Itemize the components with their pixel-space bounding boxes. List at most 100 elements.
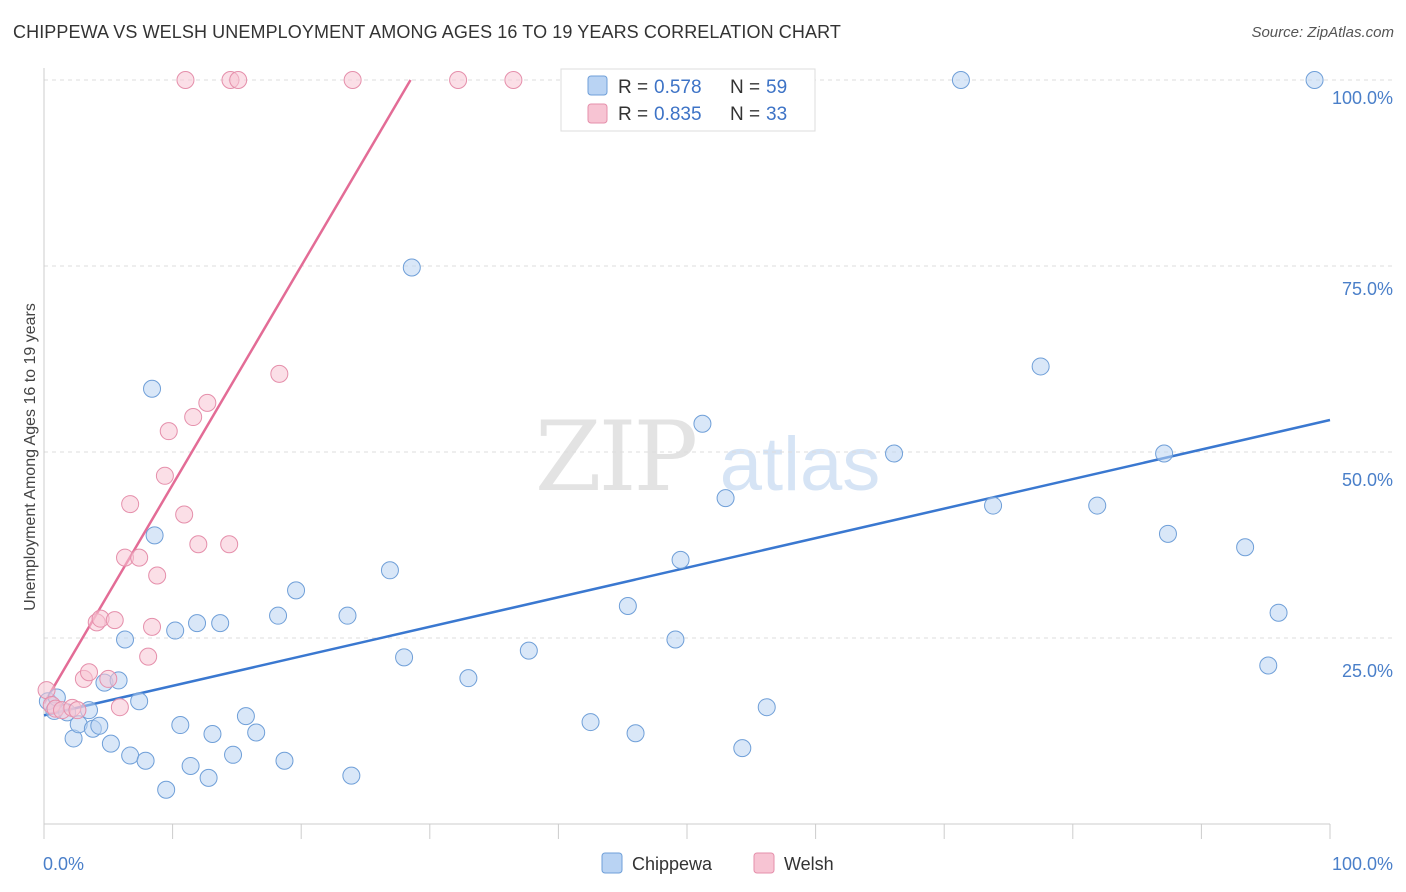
stats-legend: R = 0.578 N = 59 R = 0.835 N = 33 bbox=[560, 68, 816, 132]
point-welsh bbox=[80, 663, 99, 682]
point-chippewa bbox=[181, 756, 200, 775]
legend-n-label-chippewa: N = bbox=[730, 77, 760, 98]
point-welsh bbox=[189, 535, 208, 554]
point-chippewa bbox=[203, 724, 222, 743]
point-chippewa bbox=[171, 716, 190, 735]
point-chippewa bbox=[693, 414, 712, 433]
point-welsh bbox=[99, 669, 118, 688]
point-welsh bbox=[159, 422, 178, 441]
point-chippewa bbox=[166, 621, 185, 640]
point-chippewa bbox=[671, 550, 690, 569]
point-chippewa bbox=[1259, 656, 1278, 675]
point-chippewa bbox=[247, 723, 266, 742]
legend-swatch-chippewa bbox=[587, 75, 608, 96]
point-chippewa bbox=[101, 734, 120, 753]
point-welsh bbox=[68, 701, 87, 720]
point-welsh bbox=[184, 408, 203, 427]
point-welsh bbox=[343, 71, 362, 89]
legend-n-value-chippewa: 59 bbox=[766, 77, 787, 98]
point-chippewa bbox=[269, 606, 288, 625]
point-chippewa bbox=[519, 641, 538, 660]
legend-r-value-chippewa: 0.578 bbox=[654, 77, 702, 98]
point-chippewa bbox=[951, 71, 970, 89]
x-tick-label-max: 100.0% bbox=[1332, 854, 1393, 874]
point-welsh bbox=[175, 505, 194, 524]
point-chippewa bbox=[380, 561, 399, 580]
y-tick-label-100: 100.0% bbox=[1332, 88, 1393, 108]
point-chippewa bbox=[1236, 538, 1255, 557]
legend-n-label-welsh: N = bbox=[730, 104, 760, 125]
point-chippewa bbox=[121, 746, 140, 765]
point-chippewa bbox=[143, 379, 162, 398]
point-chippewa bbox=[1031, 357, 1050, 376]
point-chippewa bbox=[984, 496, 1003, 515]
point-chippewa bbox=[136, 751, 155, 770]
point-welsh bbox=[198, 393, 217, 412]
point-welsh bbox=[139, 647, 158, 666]
point-chippewa bbox=[581, 713, 600, 732]
point-chippewa bbox=[157, 780, 176, 799]
bottom-legend-swatch-welsh bbox=[753, 852, 775, 874]
bottom-legend-label-chippewa: Chippewa bbox=[632, 854, 713, 874]
point-chippewa bbox=[338, 606, 357, 625]
point-welsh bbox=[270, 364, 289, 383]
y-tick-label-75: 75.0% bbox=[1342, 279, 1393, 299]
point-chippewa bbox=[618, 597, 637, 616]
point-chippewa bbox=[716, 489, 735, 508]
point-welsh bbox=[504, 71, 523, 89]
point-chippewa bbox=[130, 692, 149, 711]
point-chippewa bbox=[395, 648, 414, 667]
point-chippewa bbox=[287, 581, 306, 600]
legend-swatch-welsh bbox=[587, 103, 608, 124]
point-chippewa bbox=[224, 745, 243, 764]
point-welsh bbox=[130, 548, 149, 567]
point-chippewa bbox=[666, 630, 685, 649]
point-chippewa bbox=[626, 724, 645, 743]
point-welsh bbox=[121, 495, 140, 514]
legend-r-value-welsh: 0.835 bbox=[654, 104, 702, 125]
point-chippewa bbox=[211, 614, 230, 633]
bottom-legend-label-welsh: Welsh bbox=[784, 854, 834, 874]
point-chippewa bbox=[188, 614, 207, 633]
x-tick-label-min: 0.0% bbox=[43, 854, 84, 874]
point-welsh bbox=[229, 71, 248, 89]
point-chippewa bbox=[1088, 496, 1107, 515]
point-chippewa bbox=[459, 669, 478, 688]
point-welsh bbox=[110, 698, 129, 717]
legend-n-value-welsh: 33 bbox=[766, 104, 787, 125]
chart-title: CHIPPEWA VS WELSH UNEMPLOYMENT AMONG AGE… bbox=[13, 22, 841, 42]
trend-line-welsh bbox=[42, 79, 412, 705]
point-chippewa bbox=[199, 768, 218, 787]
watermark: ZIP atlas bbox=[535, 401, 880, 513]
point-chippewa bbox=[757, 698, 776, 717]
svg-text:ZIP: ZIP bbox=[535, 401, 696, 513]
svg-text:atlas: atlas bbox=[720, 422, 881, 507]
legend-r-label-chippewa: R = bbox=[618, 77, 648, 98]
point-welsh bbox=[148, 566, 167, 585]
y-axis-label: Unemployment Among Ages 16 to 19 years bbox=[22, 303, 39, 611]
chart-source: Source: ZipAtlas.com bbox=[1251, 24, 1394, 41]
point-chippewa bbox=[1155, 444, 1174, 463]
point-chippewa bbox=[275, 751, 294, 770]
trend-lines bbox=[42, 79, 1331, 717]
point-welsh bbox=[220, 535, 239, 554]
bottom-legend-swatch-chippewa bbox=[601, 852, 623, 874]
point-chippewa bbox=[402, 258, 421, 277]
point-chippewa bbox=[885, 444, 904, 463]
series-legend: Chippewa Welsh bbox=[601, 852, 834, 874]
legend-r-label-welsh: R = bbox=[618, 104, 648, 125]
point-chippewa bbox=[342, 766, 361, 785]
point-welsh bbox=[143, 617, 162, 636]
point-chippewa bbox=[90, 716, 109, 735]
point-chippewa bbox=[1305, 71, 1324, 89]
y-tick-label-25: 25.0% bbox=[1342, 661, 1393, 681]
trend-line-chippewa bbox=[43, 418, 1331, 717]
point-welsh bbox=[155, 466, 174, 485]
point-chippewa bbox=[145, 526, 164, 545]
point-chippewa bbox=[236, 707, 255, 726]
point-welsh bbox=[449, 71, 468, 89]
y-tick-label-50: 50.0% bbox=[1342, 470, 1393, 490]
point-chippewa bbox=[1158, 524, 1177, 543]
point-welsh bbox=[105, 611, 124, 630]
